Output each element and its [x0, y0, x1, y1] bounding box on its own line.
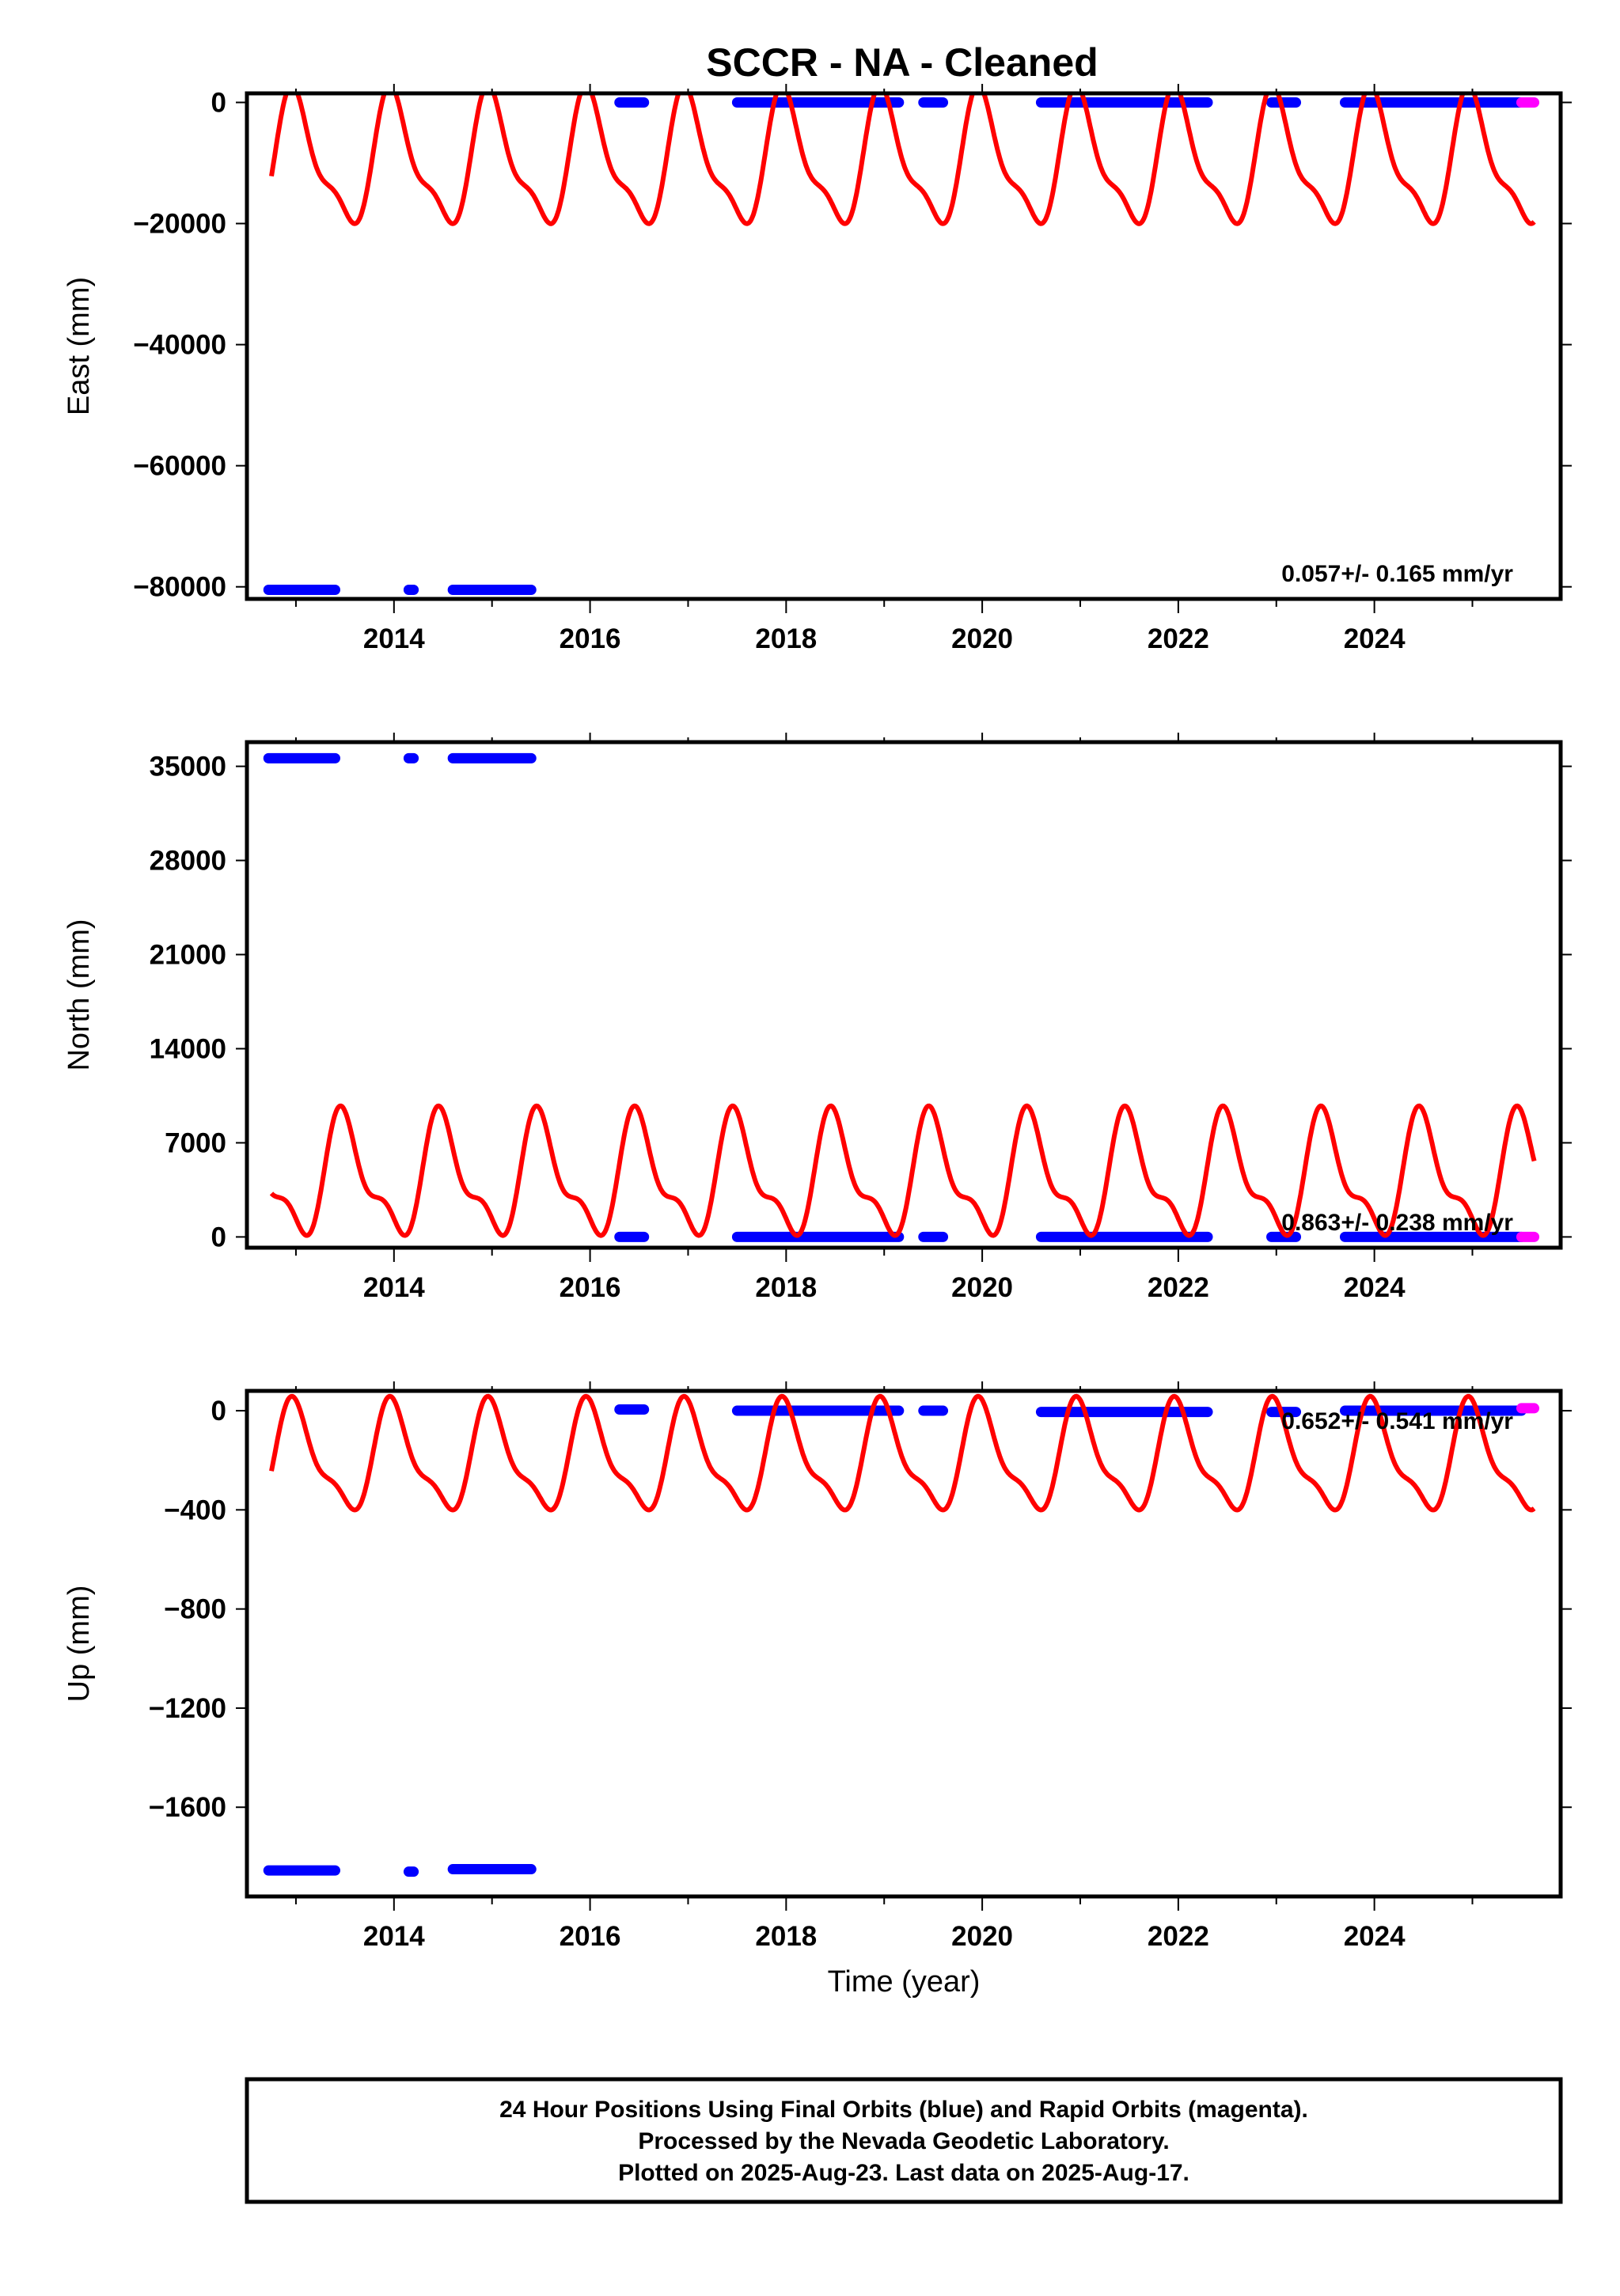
y-axis-label: Up (mm)	[63, 1586, 96, 1703]
x-tick-label: 2016	[560, 1272, 621, 1303]
x-tick-label: 2024	[1344, 1272, 1406, 1303]
y-tick-label: −40000	[133, 330, 226, 361]
footer-box: 24 Hour Positions Using Final Orbits (bl…	[245, 2077, 1563, 2204]
y-tick-label: 14000	[150, 1033, 226, 1064]
x-tick-label: 2022	[1148, 623, 1209, 654]
up-panel: 2014 2016 2018 2020 2022 2024 0 −400 −800 −1200 −1…	[63, 1381, 1572, 1999]
y-axis-label: North (mm)	[63, 919, 96, 1070]
footer-line-1: 24 Hour Positions Using Final Orbits (bl…	[499, 2097, 1308, 2123]
plot-area	[263, 752, 1540, 1242]
east-panel: 2014 2016 2018 2020 2022 2024 0 −20000 −40000 −60…	[63, 84, 1572, 654]
x-tick-label: 2020	[951, 623, 1013, 654]
y-tick-label: 0	[211, 1396, 226, 1426]
y-tick-label: 7000	[165, 1127, 226, 1158]
seasonal-fit-line	[269, 1393, 1536, 1513]
footer-line-3: Plotted on 2025-Aug-23. Last data on 202…	[618, 2160, 1189, 2186]
x-tick-label: 2024	[1344, 623, 1406, 654]
y-tick-label: −60000	[133, 451, 226, 482]
y-tick-label: −400	[164, 1495, 226, 1525]
x-tick-label: 2020	[951, 1921, 1013, 1952]
y-tick-label: 0	[211, 1222, 226, 1252]
x-tick-label: 2024	[1344, 1921, 1406, 1952]
plot-frame	[245, 91, 1563, 601]
footer-frame	[245, 2077, 1563, 2204]
rate-label: 0.652+/- 0.541 mm/yr	[1281, 1408, 1513, 1434]
x-tick-label: 2014	[363, 623, 425, 654]
y-tick-label: −80000	[133, 572, 226, 603]
plot-frame	[245, 740, 1563, 1250]
plot-area	[263, 1393, 1540, 1877]
rate-label: 0.863+/- 0.238 mm/yr	[1281, 1210, 1513, 1236]
y-tick-label: −20000	[133, 209, 226, 240]
seasonal-fit-line	[269, 1103, 1537, 1238]
x-tick-label: 2016	[560, 1921, 621, 1952]
y-tick-label: 0	[211, 87, 226, 118]
x-axis-label: Time (year)	[828, 1965, 981, 1999]
rate-label: 0.057+/- 0.165 mm/yr	[1281, 561, 1513, 587]
x-tick-label: 2018	[755, 1921, 817, 1952]
chart-title: SCCR - NA - Cleaned	[706, 40, 1098, 85]
y-tick-label: −800	[164, 1594, 226, 1625]
footer-line-2: Processed by the Nevada Geodetic Laborat…	[638, 2128, 1169, 2154]
y-tick-label: 35000	[150, 752, 226, 782]
y-tick-label: −1200	[149, 1693, 226, 1724]
y-tick-label: −1600	[149, 1792, 226, 1823]
x-tick-label: 2014	[363, 1921, 425, 1952]
y-tick-label: 28000	[150, 846, 226, 877]
plot-area	[263, 93, 1540, 596]
x-tick-label: 2020	[951, 1272, 1013, 1303]
y-tick-label: 21000	[150, 940, 226, 971]
x-tick-label: 2018	[755, 1272, 817, 1303]
north-panel: 2014 2016 2018 2020 2022 2024 35000 28000 21000 1…	[63, 733, 1572, 1303]
x-tick-label: 2016	[560, 623, 621, 654]
plot-frame	[245, 1389, 1563, 1899]
x-tick-label: 2022	[1148, 1921, 1209, 1952]
y-axis-label: East (mm)	[63, 277, 96, 415]
x-tick-label: 2018	[755, 623, 817, 654]
x-tick-label: 2014	[363, 1272, 425, 1303]
x-tick-label: 2022	[1148, 1272, 1209, 1303]
